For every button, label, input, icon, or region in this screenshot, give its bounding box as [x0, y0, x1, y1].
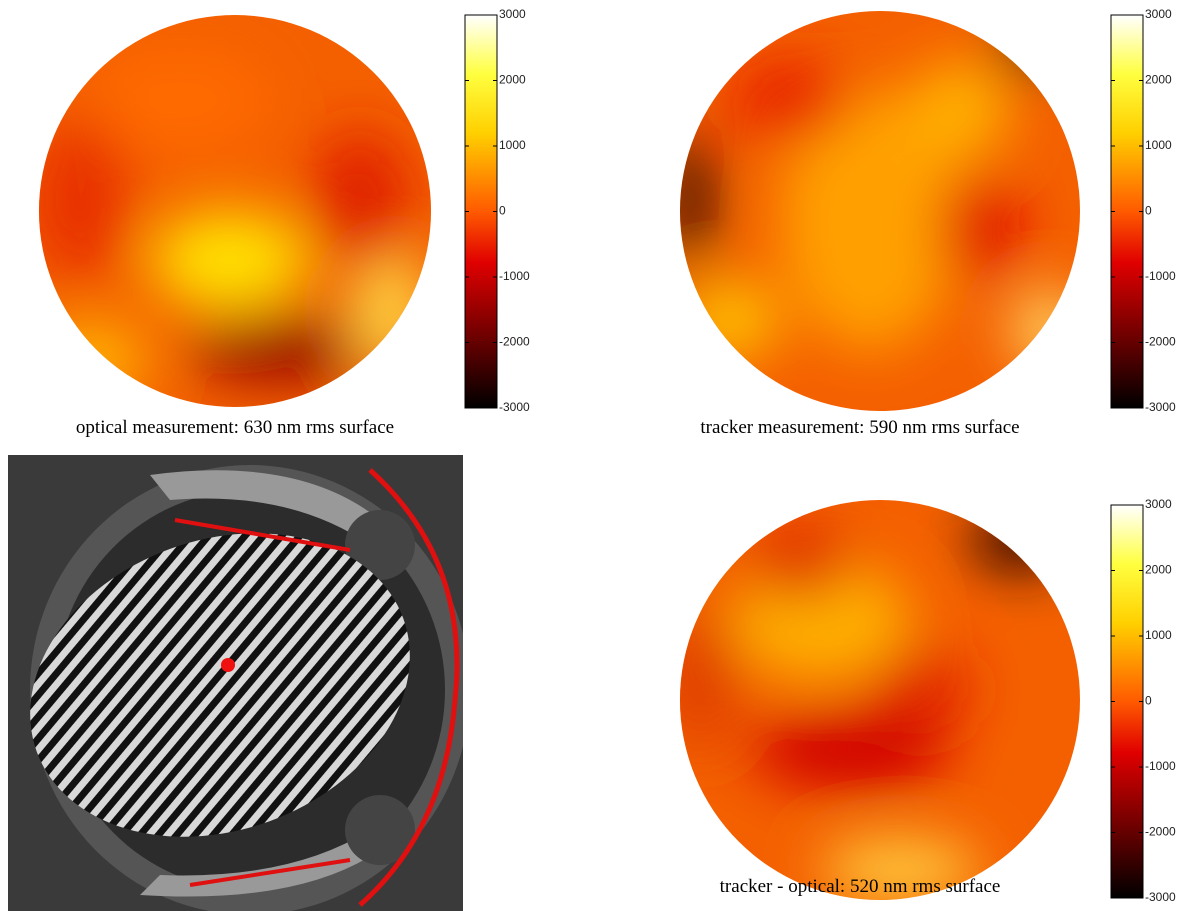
surface-blob [730, 60, 850, 140]
caption: tracker measurement: 590 nm rms surface [700, 417, 1019, 438]
surface-map [680, 500, 1080, 900]
surface-blob [39, 320, 150, 400]
colorbar-tick-label: 0 [499, 204, 506, 218]
colorbar-tick-label: 1000 [1145, 628, 1172, 642]
surface-blob [940, 180, 1020, 280]
colorbar-tick-label: 1000 [1145, 138, 1172, 152]
colorbar-tick-label: -3000 [499, 400, 530, 414]
surface-blob [680, 280, 780, 360]
colorbar-tick-label: 0 [1145, 694, 1152, 708]
colorbar-tick-label: -2000 [499, 335, 530, 349]
colorbar-tick-label: -2000 [1145, 335, 1176, 349]
colorbar [1110, 14, 1144, 409]
surface-blob [820, 840, 980, 900]
colorbar [1110, 504, 1144, 899]
surface-blobs [39, 50, 430, 400]
surface-blob [910, 60, 1010, 160]
surface-map [39, 15, 431, 407]
surface-blob [750, 710, 950, 790]
colorbar-tick-label: -2000 [1145, 825, 1176, 839]
surface-blob [1010, 290, 1080, 370]
colorbar [464, 14, 498, 409]
caption: optical measurement: 630 nm rms surface [76, 417, 394, 438]
surface-map [680, 11, 1080, 411]
surface-blob [750, 520, 850, 600]
colorbar-tick-label: -3000 [1145, 890, 1176, 904]
surface-blob [680, 610, 740, 750]
surface-blob [970, 510, 1070, 570]
colorbar-tick-label: 3000 [1145, 497, 1172, 511]
colorbar-tick-label: -3000 [1145, 400, 1176, 414]
surface-blob [150, 210, 310, 310]
colorbar-tick-label: 2000 [1145, 73, 1172, 87]
interferogram-photo [8, 455, 463, 911]
surface-blobs [680, 510, 1070, 900]
surface-blob [190, 320, 370, 380]
surface-blob [680, 130, 710, 270]
surface-blob [780, 90, 960, 350]
colorbar-tick-label: 2000 [499, 73, 526, 87]
surface-blob [870, 650, 970, 730]
surface-blob [310, 130, 410, 270]
colorbar-tick-label: 3000 [499, 7, 526, 21]
colorbar-tick-label: 2000 [1145, 563, 1172, 577]
caption: tracker - optical: 520 nm rms surface [720, 876, 1001, 897]
colorbar-tick-label: 3000 [1145, 7, 1172, 21]
surface-blob [39, 120, 130, 280]
surface-blob [90, 50, 270, 150]
colorbar-tick-label: -1000 [1145, 759, 1176, 773]
colorbar-tick-label: 0 [1145, 204, 1152, 218]
colorbar-tick-label: -1000 [499, 269, 530, 283]
surface-blob [1000, 11, 1080, 70]
colorbar-tick-label: -1000 [1145, 269, 1176, 283]
colorbar-tick-label: 1000 [499, 138, 526, 152]
